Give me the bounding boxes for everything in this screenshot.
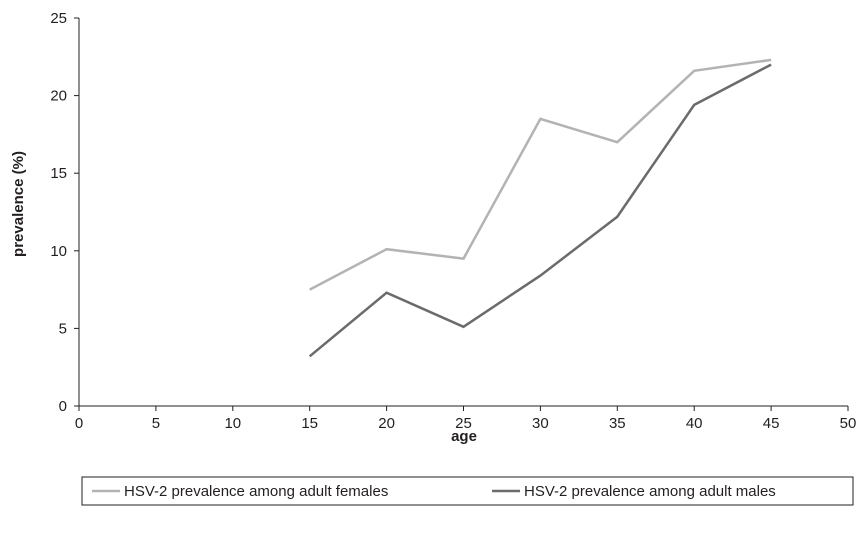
series-layer <box>308 58 772 358</box>
x-tick-label: 10 <box>224 415 241 432</box>
legend: HSV-2 prevalence among adult females HSV… <box>81 476 854 506</box>
legend-label-females: HSV-2 prevalence among adult females <box>124 483 388 500</box>
y-axis-title: prevalence (%) <box>10 151 27 257</box>
x-tick-label: 15 <box>301 415 318 432</box>
x-tick-label: 30 <box>532 415 549 432</box>
y-tick-label: 0 <box>59 398 67 415</box>
x-tick-label: 0 <box>75 415 83 432</box>
x-tick-label: 50 <box>840 415 857 432</box>
series-line-females <box>309 58 772 291</box>
axes: 0 5 10 15 20 25 30 35 40 45 50 0 5 10 15 20 25 <box>50 10 856 432</box>
x-tick-label: 20 <box>378 415 395 432</box>
x-tick-label: 35 <box>609 415 626 432</box>
x-axis-title: age <box>451 428 477 445</box>
series-line-males <box>308 63 772 358</box>
y-tick-label: 5 <box>59 320 67 337</box>
x-tick-label: 5 <box>152 415 160 432</box>
legend-label-males: HSV-2 prevalence among adult males <box>524 483 776 500</box>
y-tick-label: 15 <box>50 165 67 182</box>
y-tick-label: 10 <box>50 243 67 260</box>
y-tick-label: 25 <box>50 10 67 27</box>
x-tick-label: 45 <box>763 415 780 432</box>
x-tick-label: 40 <box>686 415 703 432</box>
x-tick-label: 25 <box>455 415 472 432</box>
y-tick-label: 20 <box>50 88 67 105</box>
legend-frame <box>81 476 854 506</box>
